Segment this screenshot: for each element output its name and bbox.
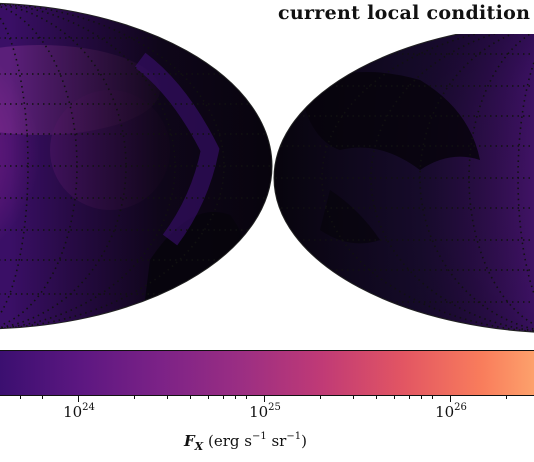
right-map-outline	[273, 23, 534, 333]
colorbar-minor-tick	[208, 396, 209, 399]
colorbar-frame	[0, 350, 534, 396]
colorbar-gradient	[0, 351, 534, 395]
colorbar-minor-tick	[190, 396, 191, 399]
colorbar-major-tick	[78, 396, 79, 402]
colorbar-minor-tick	[134, 396, 135, 399]
left-map-graticule	[0, 3, 272, 329]
left-map-outline	[0, 2, 273, 330]
colorbar-major-tick	[264, 396, 265, 402]
left-sky-map	[0, 3, 272, 329]
right-sky-map	[274, 23, 534, 333]
colorbar-major-tick	[450, 396, 451, 402]
colorbar-tick-label: 1025	[249, 402, 281, 421]
colorbar-minor-tick	[246, 396, 247, 399]
colorbar-minor-tick	[506, 396, 507, 399]
figure-title: current local condition	[278, 2, 531, 24]
colorbar-minor-tick	[353, 396, 354, 399]
colorbar-minor-tick	[409, 396, 410, 399]
colorbar-minor-tick	[223, 396, 224, 399]
colorbar-tick-label: 1026	[435, 402, 467, 421]
colorbar-minor-tick	[42, 396, 43, 399]
colorbar-minor-tick	[167, 396, 168, 399]
colorbar-minor-tick	[376, 396, 377, 399]
colorbar-minor-tick	[394, 396, 395, 399]
colorbar-label: FX (erg s−1 sr−1)	[184, 431, 307, 453]
colorbar-minor-tick	[235, 396, 236, 399]
colorbar-minor-tick	[320, 396, 321, 399]
colorbar-tick-label: 1024	[63, 402, 95, 421]
colorbar-minor-tick	[20, 396, 21, 399]
colorbar-minor-tick	[421, 396, 422, 399]
colorbar-minor-tick	[432, 396, 433, 399]
